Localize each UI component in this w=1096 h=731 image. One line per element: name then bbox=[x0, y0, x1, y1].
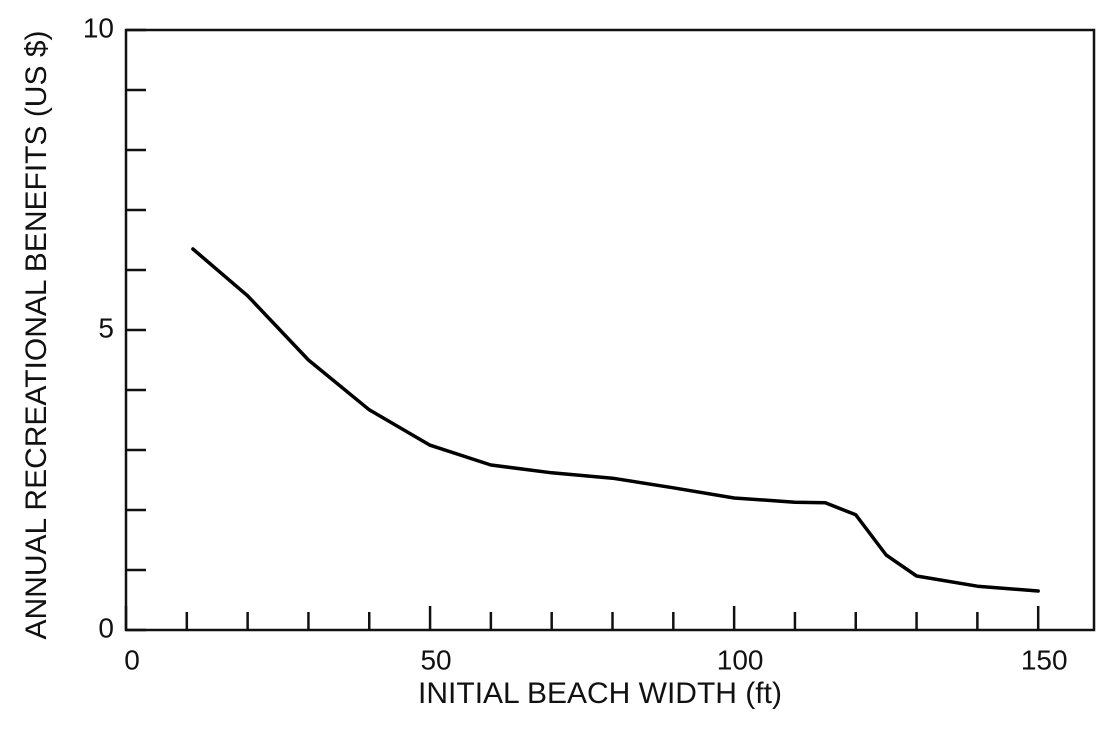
y-tick-label: 10 bbox=[83, 12, 114, 43]
y-tick-label: 0 bbox=[98, 612, 114, 643]
x-tick-label: 100 bbox=[717, 644, 764, 675]
data-line bbox=[191, 247, 1040, 593]
x-tick-label: 150 bbox=[1021, 644, 1068, 675]
x-tick-label: 50 bbox=[420, 644, 451, 675]
x-tick-label: 0 bbox=[124, 644, 140, 675]
y-axis-label: ANNUAL RECREATIONAL BENEFITS (US $) bbox=[20, 31, 53, 640]
plot-frame bbox=[124, 28, 1096, 632]
y-tick-label: 5 bbox=[98, 312, 114, 343]
x-axis-label: INITIAL BEACH WIDTH (ft) bbox=[418, 677, 782, 710]
